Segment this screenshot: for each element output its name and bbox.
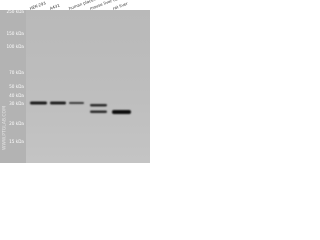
- lane-label: HEK-293: [29, 0, 47, 11]
- marker-labels: 250 kDa 150 kDa 100 kDa 70 kDa 50 kDa 40 kDa 3…: [6, 9, 24, 144]
- marker-label: 40 kDa: [9, 93, 24, 98]
- band: [69, 102, 84, 104]
- band: [30, 101, 47, 105]
- lane-label: rat liver: [112, 1, 129, 11]
- page: WWW.PTGLAB.COM HEK-293A431human placenta…: [0, 0, 150, 163]
- blot-figure: WWW.PTGLAB.COM HEK-293A431human placenta…: [0, 0, 150, 163]
- watermark: WWW.PTGLAB.COM: [2, 106, 8, 150]
- marker-label: 50 kDa: [9, 84, 24, 89]
- bands: [30, 101, 131, 114]
- marker-label: 15 kDa: [9, 139, 24, 144]
- marker-label: 150 kDa: [6, 31, 24, 36]
- band: [50, 101, 66, 105]
- band: [90, 104, 107, 107]
- marker-label: 70 kDa: [9, 70, 24, 75]
- marker-strip: [0, 10, 26, 163]
- membrane: [26, 10, 150, 163]
- marker-label: 20 kDa: [9, 121, 24, 126]
- marker-label: 100 kDa: [6, 44, 24, 49]
- lane-label: A431: [49, 2, 61, 10]
- band: [90, 110, 107, 113]
- marker-label: 250 kDa: [6, 9, 24, 14]
- marker-label: 30 kDa: [9, 101, 24, 106]
- band: [112, 110, 131, 114]
